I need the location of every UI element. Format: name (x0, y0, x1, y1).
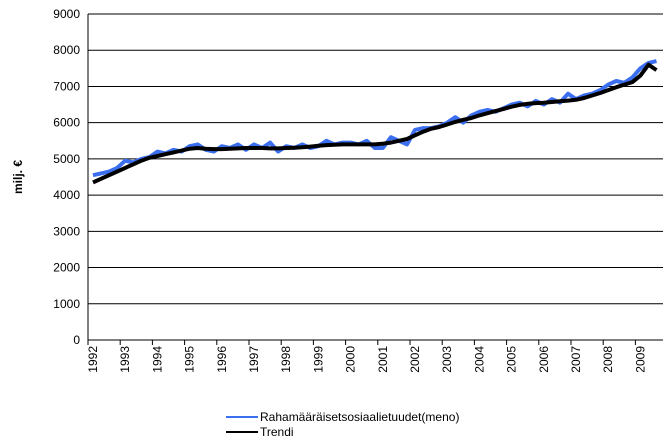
legend-label: Rahamääräisetsosiaalietuudet(meno) (260, 410, 459, 424)
y-tick-label: 1000 (53, 297, 80, 311)
x-tick-label: 1995 (183, 346, 197, 373)
y-tick-label: 3000 (53, 224, 80, 238)
data-line (92, 62, 658, 185)
legend-label: Trendi (260, 425, 294, 439)
x-tick-label: 1992 (86, 346, 100, 373)
y-tick-label: 9000 (53, 7, 80, 21)
x-tick-label: 2008 (601, 346, 615, 373)
y-axis-label: milj. € (11, 160, 25, 194)
x-tick-label: 2002 (408, 346, 422, 373)
data-line (92, 59, 657, 178)
y-tick-label: 4000 (53, 188, 80, 202)
x-tick-label: 1996 (215, 346, 229, 373)
y-tick-label: 2000 (53, 261, 80, 275)
x-tick-label: 1998 (279, 346, 293, 373)
x-tick-label: 1993 (118, 346, 132, 373)
x-tick-label: 1997 (247, 346, 261, 373)
x-tick-label: 2007 (569, 346, 583, 373)
x-tick-label: 2003 (440, 346, 454, 373)
x-tick-label: 2001 (376, 346, 390, 373)
y-tick-label: 5000 (53, 152, 80, 166)
x-tick-label: 2000 (344, 346, 358, 373)
x-tick-label: 1999 (311, 346, 325, 373)
x-tick-label: 2006 (537, 346, 551, 373)
x-tick-label: 2005 (505, 346, 519, 373)
x-tick-label: 2004 (472, 346, 486, 373)
x-tick-label: 2009 (633, 346, 647, 373)
y-tick-label: 8000 (53, 43, 80, 57)
x-tick-label: 1994 (150, 346, 164, 373)
y-tick-label: 0 (73, 333, 80, 347)
y-tick-label: 6000 (53, 116, 80, 130)
y-tick-label: 7000 (53, 79, 80, 93)
